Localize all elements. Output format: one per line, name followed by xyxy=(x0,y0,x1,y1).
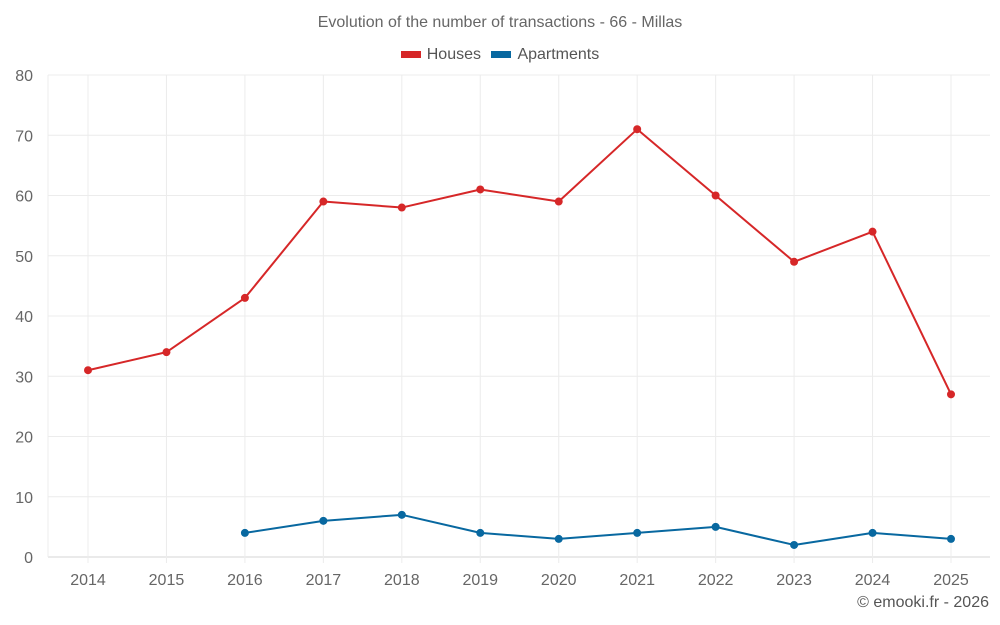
x-tick-label: 2025 xyxy=(933,572,969,589)
data-point-apartments-2023[interactable] xyxy=(790,540,799,549)
x-tick-label: 2023 xyxy=(776,572,812,589)
data-point-apartments-2024[interactable] xyxy=(868,528,877,537)
data-point-houses-2014[interactable] xyxy=(84,366,92,375)
data-point-houses-2024[interactable] xyxy=(868,227,877,236)
data-point-houses-2019[interactable] xyxy=(476,185,485,194)
chart-legend: Houses Apartments xyxy=(0,45,1000,64)
x-tick-label: 2019 xyxy=(462,572,498,589)
x-tick-label: 2014 xyxy=(70,572,106,589)
x-tick-label: 2018 xyxy=(384,572,420,589)
data-point-apartments-2016[interactable] xyxy=(240,528,249,537)
x-tick-label: 2017 xyxy=(306,572,342,589)
x-tick-label: 2020 xyxy=(541,572,577,589)
series-apartments xyxy=(240,510,955,549)
data-point-apartments-2020[interactable] xyxy=(554,534,563,543)
data-point-apartments-2019[interactable] xyxy=(476,528,485,537)
y-tick-label: 70 xyxy=(15,128,33,145)
data-point-houses-2018[interactable] xyxy=(397,203,406,212)
series-houses xyxy=(84,125,955,399)
legend-item-houses[interactable]: Houses xyxy=(400,45,481,64)
data-point-houses-2017[interactable] xyxy=(319,197,328,206)
credit-text: © emooki.fr - 2026 xyxy=(857,594,989,611)
y-tick-label: 0 xyxy=(24,550,33,567)
y-tick-label: 60 xyxy=(15,189,33,206)
x-tick-label: 2021 xyxy=(619,572,655,589)
y-tick-label: 20 xyxy=(15,430,33,447)
x-tick-label: 2024 xyxy=(855,572,891,589)
y-tick-label: 40 xyxy=(15,309,33,326)
data-point-houses-2023[interactable] xyxy=(790,257,799,266)
x-axis: 2014 2015 2016 2017 2018 2019 2020 2021 2022 2023… xyxy=(70,572,969,589)
grid-lines xyxy=(47,74,990,563)
data-point-houses-2021[interactable] xyxy=(633,125,642,134)
x-tick-label: 2022 xyxy=(698,572,734,589)
y-axis: 0 10 20 30 40 50 60 70 80 xyxy=(15,68,33,567)
chart-title: Evolution of the number of transactions … xyxy=(317,14,683,31)
data-point-apartments-2021[interactable] xyxy=(633,528,642,537)
legend-label-houses: Houses xyxy=(426,45,481,63)
legend-swatch-apartments xyxy=(491,51,512,58)
data-point-apartments-2025[interactable] xyxy=(947,534,955,543)
data-point-houses-2022[interactable] xyxy=(711,191,720,200)
data-point-apartments-2017[interactable] xyxy=(319,516,328,525)
y-tick-label: 80 xyxy=(15,68,33,85)
data-point-houses-2025[interactable] xyxy=(947,390,955,399)
legend-swatch-houses xyxy=(400,51,421,58)
y-tick-label: 30 xyxy=(15,369,33,386)
data-point-apartments-2022[interactable] xyxy=(711,522,720,531)
series-line-houses xyxy=(87,128,952,395)
data-point-houses-2016[interactable] xyxy=(240,293,249,302)
legend-label-apartments: Apartments xyxy=(517,45,600,63)
data-point-houses-2020[interactable] xyxy=(554,197,563,206)
y-tick-label: 50 xyxy=(15,249,33,266)
series-group xyxy=(84,125,955,549)
data-point-houses-2015[interactable] xyxy=(162,348,171,357)
y-tick-label: 10 xyxy=(15,490,33,507)
legend-item-apartments[interactable]: Apartments xyxy=(491,46,599,64)
series-line-apartments xyxy=(244,513,952,546)
x-tick-label: 2016 xyxy=(227,572,263,589)
data-point-apartments-2018[interactable] xyxy=(397,510,406,519)
x-tick-label: 2015 xyxy=(149,572,185,589)
